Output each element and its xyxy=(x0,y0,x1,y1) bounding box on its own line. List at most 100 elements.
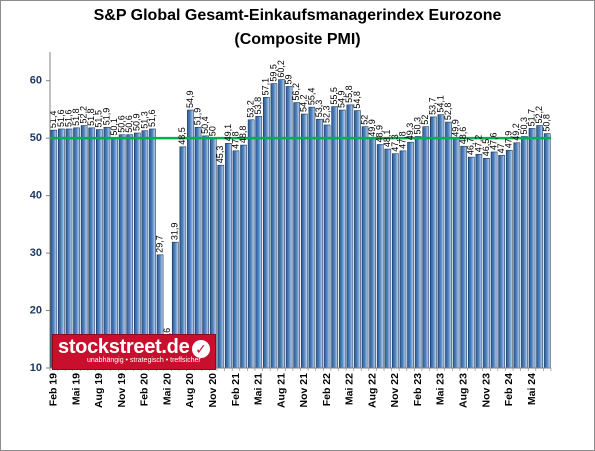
data-label: 54,8 xyxy=(352,91,362,109)
data-label: 51,9 xyxy=(192,108,202,126)
data-label: 51,3 xyxy=(139,111,149,129)
data-label: 47,6 xyxy=(488,132,498,150)
bar xyxy=(133,132,141,369)
data-label: 53,3 xyxy=(314,100,324,118)
data-label: 59 xyxy=(283,74,293,84)
bar xyxy=(217,164,225,369)
data-label: 54,2 xyxy=(299,95,309,113)
data-label: 46,5 xyxy=(481,139,491,157)
x-tick-label: Feb 22 xyxy=(321,373,333,406)
x-tick-label: Aug 21 xyxy=(275,373,287,408)
x-tick-label: Mai 23 xyxy=(435,373,447,405)
data-label: 54,9 xyxy=(337,90,347,108)
x-tick-label: Aug 19 xyxy=(93,373,105,408)
data-label: 56,2 xyxy=(291,83,301,101)
check-icon: ✓ xyxy=(192,340,210,358)
x-tick-label: Mai 24 xyxy=(526,373,538,405)
y-tick-label: 60 xyxy=(30,75,42,87)
bar xyxy=(58,128,65,369)
bar xyxy=(513,142,521,369)
bar xyxy=(452,138,460,369)
bar xyxy=(247,119,255,369)
data-label: 47,8 xyxy=(230,131,240,149)
data-label: 47 xyxy=(496,143,506,153)
bar xyxy=(126,134,134,369)
data-label: 51,6 xyxy=(147,109,157,127)
chart-title: S&P Global Gesamt-Einkaufsmanagerindex E… xyxy=(0,4,595,52)
data-label: 51,5 xyxy=(94,110,104,128)
data-label: 46,7 xyxy=(466,138,476,156)
bar xyxy=(240,144,247,369)
x-tick-label: Nov 20 xyxy=(207,373,219,408)
bar xyxy=(521,136,528,369)
x-tick-label: Feb 24 xyxy=(503,373,515,406)
data-label: 50 xyxy=(208,126,218,136)
data-label: 31,9 xyxy=(170,223,180,241)
data-label: 47,8 xyxy=(397,131,407,149)
bar xyxy=(483,157,490,369)
logo-brand-text: stockstreet.de xyxy=(58,336,190,358)
y-tick-label: 50 xyxy=(30,132,42,144)
bar xyxy=(528,128,536,369)
data-label: 51,4 xyxy=(48,111,58,129)
bar xyxy=(141,130,149,369)
data-label: 55,5 xyxy=(329,87,339,105)
data-label: 53,2 xyxy=(246,100,256,118)
data-label: 53,8 xyxy=(253,97,263,115)
data-label: 48,5 xyxy=(177,127,187,145)
logo-tagline: unabhängig • strategisch • treffsicher xyxy=(87,357,201,364)
data-label: 29,7 xyxy=(154,235,164,253)
bar xyxy=(384,148,392,369)
bar xyxy=(354,110,361,369)
x-tick-label: Nov 19 xyxy=(116,373,128,408)
bar xyxy=(376,144,384,369)
x-tick-label: Nov 22 xyxy=(389,373,401,408)
data-label: 47,3 xyxy=(390,134,400,152)
bar xyxy=(73,127,80,369)
bar xyxy=(437,114,445,369)
data-label: 49,1 xyxy=(223,124,233,142)
data-label: 52,8 xyxy=(443,103,453,121)
data-label: 52,2 xyxy=(534,106,544,124)
bar xyxy=(270,83,278,369)
data-label: 51,9 xyxy=(101,108,111,126)
data-label: 52,3 xyxy=(321,105,331,123)
bar xyxy=(300,113,308,369)
bar xyxy=(407,141,414,369)
bar xyxy=(118,134,126,369)
bar xyxy=(278,79,285,369)
bar xyxy=(194,126,202,369)
data-label: 50,3 xyxy=(519,117,529,135)
chart-title-line2: (Composite PMI) xyxy=(234,31,361,48)
bar xyxy=(392,153,399,369)
bar xyxy=(369,138,376,369)
chart-title-line1: S&P Global Gesamt-Einkaufsmanagerindex E… xyxy=(93,7,502,24)
x-tick-label: Mai 20 xyxy=(161,373,173,405)
data-label: 45,3 xyxy=(215,146,225,164)
data-label: 50,8 xyxy=(542,114,552,132)
data-label: 48,9 xyxy=(375,125,385,143)
data-label: 50,6 xyxy=(116,115,126,133)
bar xyxy=(338,109,346,369)
data-label: 52 xyxy=(359,115,369,125)
data-label: 50,3 xyxy=(413,117,423,135)
y-tick-label: 40 xyxy=(30,190,42,202)
bar xyxy=(50,129,58,369)
data-label: 50,9 xyxy=(132,113,142,131)
x-tick-label: Mai 19 xyxy=(70,373,82,405)
bar xyxy=(346,104,354,369)
data-label: 51,6 xyxy=(63,109,73,127)
x-tick-label: Aug 22 xyxy=(366,373,378,408)
bar xyxy=(65,128,73,369)
bar xyxy=(361,126,369,369)
x-tick-label: Mai 21 xyxy=(253,373,265,405)
bar xyxy=(475,153,483,369)
data-label: 49,3 xyxy=(405,123,415,141)
bar xyxy=(316,118,323,369)
bar xyxy=(414,136,422,369)
data-label: 47,9 xyxy=(504,131,514,149)
stockstreet-logo: stockstreet.de unabhängig • strategisch … xyxy=(52,334,216,370)
data-label: 54,9 xyxy=(185,90,195,108)
bar xyxy=(88,127,96,369)
